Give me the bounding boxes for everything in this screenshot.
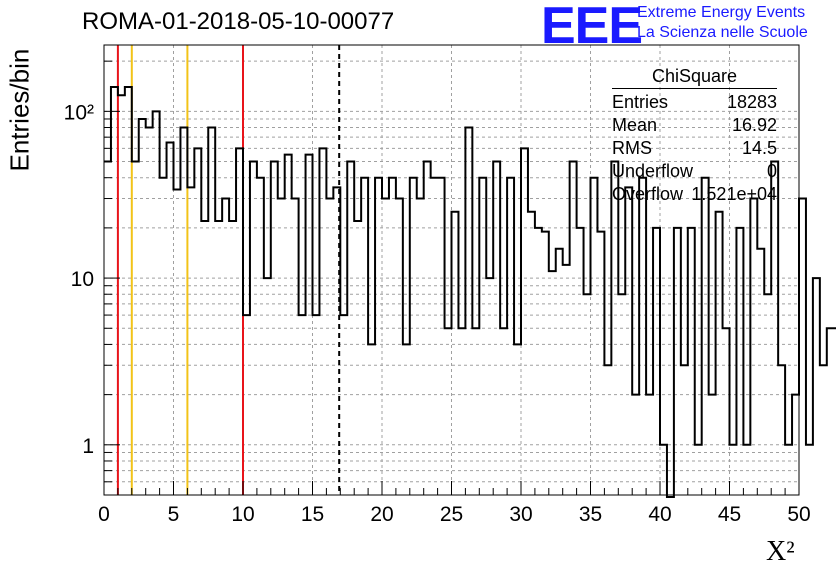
threshold-markers [116, 45, 341, 495]
x-tick-label: 10 [231, 503, 254, 526]
stats-row-underflow: Underflow 0 [612, 160, 777, 183]
x-tick-label: 45 [718, 503, 741, 526]
y-axis-label: Entries/bin [4, 48, 35, 172]
y-tick-label: 1 [82, 435, 94, 458]
stats-label: Underflow [612, 161, 694, 181]
grid-lines [104, 45, 799, 496]
logo-subtitle-1: Extreme Energy Events [637, 4, 806, 21]
y-tick-label: 10 [71, 268, 94, 291]
x-tick-label: 40 [648, 503, 671, 526]
stats-value: 16.92 [731, 115, 777, 135]
y-tick-labels: 1 10 10² [64, 101, 94, 457]
x-tick-label: 20 [370, 503, 393, 526]
stats-label: RMS [612, 138, 652, 158]
stats-title: ChiSquare [651, 66, 738, 86]
y-tick-label: 10² [64, 101, 94, 124]
stats-divider [612, 88, 777, 89]
x-tick-labels: 0 5 10 15 20 25 30 35 40 45 50 [98, 503, 811, 526]
stats-value: 18283 [726, 92, 777, 112]
x-axis-label: X² [766, 536, 795, 567]
stats-value: 0 [766, 161, 777, 181]
eee-logo: EEE [541, 0, 643, 55]
x-tick-label: 30 [509, 503, 532, 526]
stats-row-entries: Entries 18283 [612, 91, 777, 114]
x-tick-label: 35 [579, 503, 602, 526]
stats-label: Mean [612, 115, 658, 135]
stats-value: 1.521e+04 [691, 184, 777, 204]
stats-box: ChiSquare Entries 18283 Mean 16.92 RMS 14.5… [612, 66, 777, 206]
chart-title: ROMA-01-2018-05-10-00077 [82, 8, 395, 35]
x-tick-label: 25 [440, 503, 463, 526]
axis-ticks [103, 60, 800, 496]
histogram-series [104, 85, 836, 498]
stats-row-rms: RMS 14.5 [612, 137, 777, 160]
stats-label: Entries [612, 92, 669, 112]
stats-row-mean: Mean 16.92 [612, 114, 777, 137]
stats-row-overflow: Overflow 1.521e+04 [612, 183, 777, 206]
logo-subtitle-2: La Scienza nelle Scuole [637, 24, 808, 41]
x-tick-label: 50 [787, 503, 810, 526]
stats-label: Overflow [612, 184, 684, 204]
x-tick-label: 5 [168, 503, 180, 526]
x-tick-label: 15 [301, 503, 324, 526]
x-tick-label: 0 [98, 503, 110, 526]
stats-value: 14.5 [741, 138, 777, 158]
